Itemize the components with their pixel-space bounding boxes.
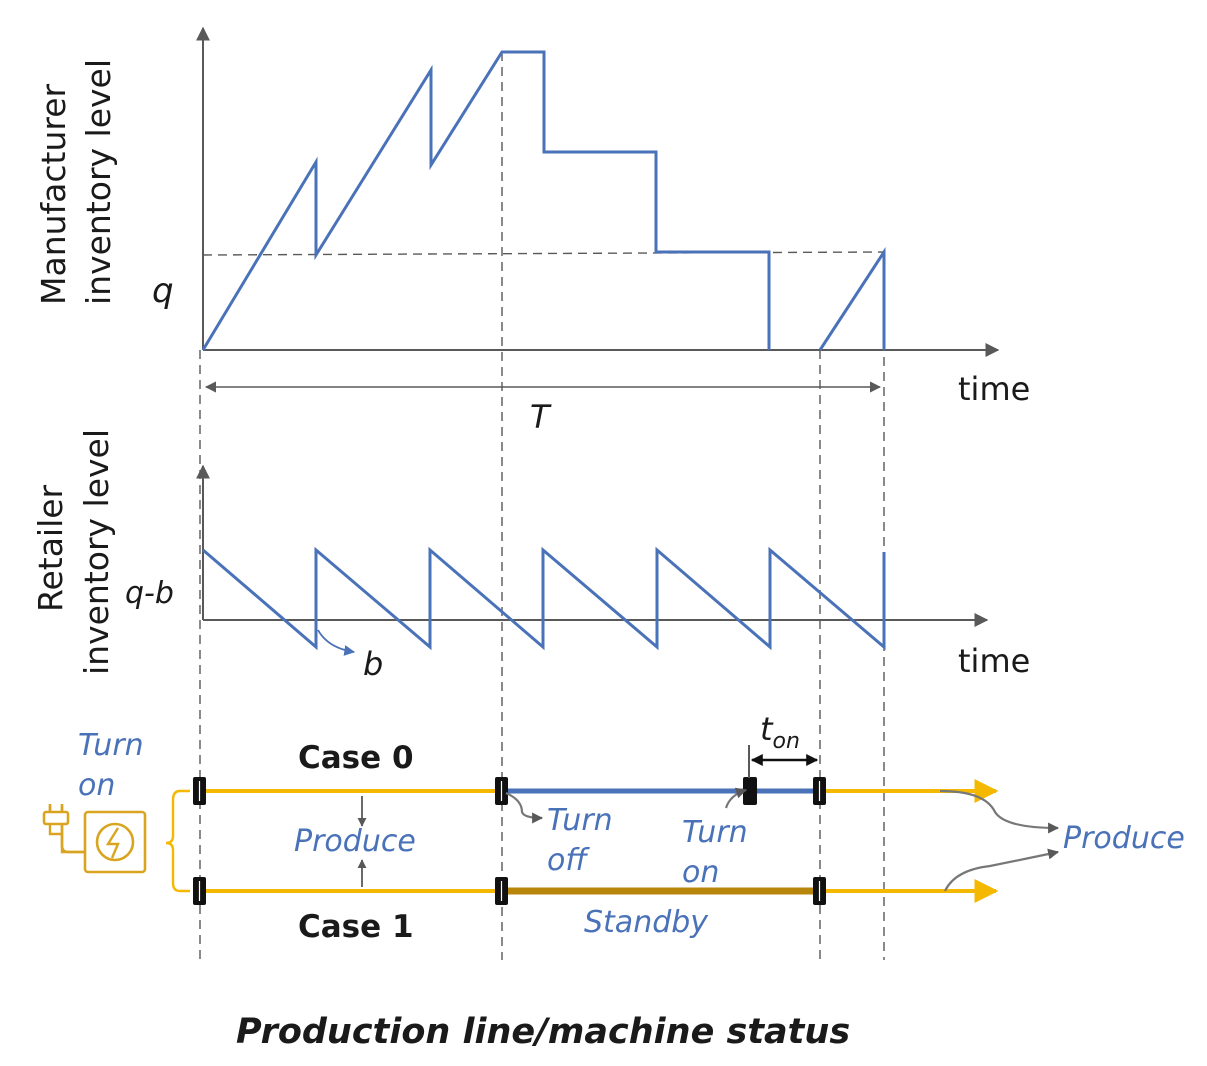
turn-on-start-line2: on xyxy=(78,768,115,803)
turn-on-pointer xyxy=(724,787,748,809)
bottom-panel: ton Turn on Case 0 Case 1 Produce Turn o… xyxy=(42,710,1185,945)
top-x-label: time xyxy=(958,370,1030,408)
produce-middle-label: Produce xyxy=(294,824,416,859)
top-y-label-line2: inventory level xyxy=(79,59,118,305)
turn-off-pointer xyxy=(505,791,544,824)
retailer-inventory-series xyxy=(202,546,886,651)
t-on-subscript: on xyxy=(773,729,800,754)
t-on-main: t xyxy=(760,710,774,748)
turn-off-line2: off xyxy=(547,843,590,878)
middle-y-label-line1: Retailer xyxy=(31,484,70,612)
q-minus-b-label: q-b xyxy=(125,576,174,611)
middle-panel: Retailer inventory level time q-b b xyxy=(31,429,1030,683)
period-T-label: T xyxy=(530,398,552,436)
marker-inner-lines xyxy=(198,781,821,901)
top-y-label-line1: Manufacturer xyxy=(34,83,73,305)
standby-label: Standby xyxy=(584,905,709,940)
middle-x-label: time xyxy=(958,642,1030,680)
middle-y-label-line2: inventory level xyxy=(77,429,116,675)
b-label: b xyxy=(363,645,383,683)
q-level-dashed-line xyxy=(202,251,885,256)
footer-title: Production line/machine status xyxy=(236,1012,850,1052)
q-label: q xyxy=(152,271,174,311)
turn-on-mid-line2: on xyxy=(682,855,719,890)
b-indicator-arrow xyxy=(317,629,356,656)
manufacturer-inventory-series xyxy=(201,50,771,351)
switch-markers xyxy=(193,777,826,905)
power-plug-icon xyxy=(42,804,147,874)
turn-on-start-line1: Turn xyxy=(78,728,144,763)
manufacturer-inventory-restart xyxy=(818,246,886,351)
produce-right-pointer-bottom xyxy=(944,848,1060,892)
produce-right-label: Produce xyxy=(1063,821,1185,856)
turn-on-mid-line1: Turn xyxy=(682,815,748,850)
plug-brace xyxy=(165,789,190,893)
top-panel: Manufacturer inventory level time q T xyxy=(34,26,1030,436)
t-on-label: ton xyxy=(760,710,800,754)
case1-label: Case 1 xyxy=(298,909,414,945)
case0-label: Case 0 xyxy=(298,740,414,776)
produce-right-pointer-top xyxy=(939,789,1060,834)
turn-off-line1: Turn xyxy=(547,803,613,838)
